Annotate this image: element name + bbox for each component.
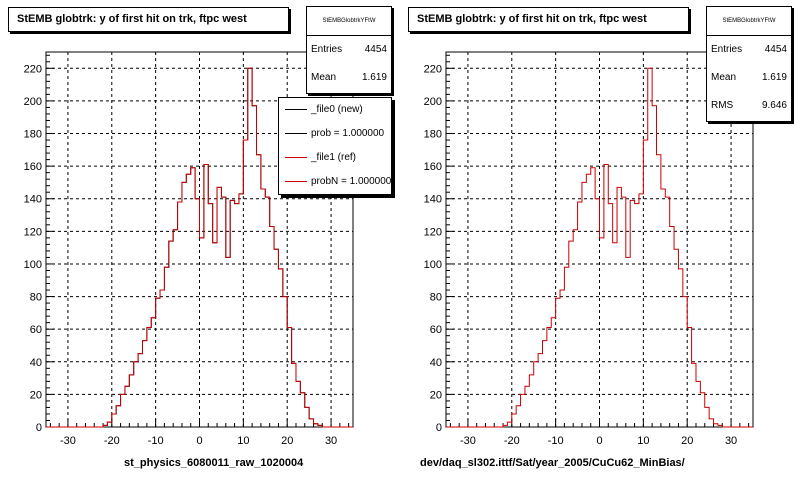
stats-box: StEMBGlobtrkYFtW Entries 4454 Mean 1.619 R… <box>706 6 792 122</box>
x-tick-label: 10 <box>637 435 649 447</box>
x-tick-label: 20 <box>281 435 293 447</box>
x-tick-label: -10 <box>548 435 564 447</box>
stats-mean-label: Mean <box>311 72 337 83</box>
y-tick-label: 160 <box>24 161 42 173</box>
legend-entry-new: _file0 (new) <box>279 98 391 122</box>
stats-entries-label: Entries <box>711 44 743 55</box>
y-tick-label: 140 <box>24 194 42 206</box>
x-tick-label: 30 <box>325 435 337 447</box>
stats-entries-label: Entries <box>311 44 343 55</box>
y-tick-label: 120 <box>24 226 42 238</box>
x-axis-title: dev/daq_sl302.ittf/Sat/year_2005/CuCu62_… <box>420 457 685 469</box>
y-tick-label: 120 <box>424 226 442 238</box>
y-tick-label: 80 <box>430 292 442 304</box>
y-tick-label: 180 <box>24 129 42 141</box>
y-tick-label: 20 <box>30 389 42 401</box>
stats-mean-label: Mean <box>711 72 737 83</box>
y-tick-label: 60 <box>430 324 442 336</box>
y-tick-label: 180 <box>424 129 442 141</box>
y-tick-label: 200 <box>24 96 42 108</box>
legend-swatch <box>285 181 307 182</box>
y-tick-label: 100 <box>24 259 42 271</box>
x-tick-label: 0 <box>596 435 602 447</box>
y-tick-label: 20 <box>430 389 442 401</box>
x-tick-label: -30 <box>60 435 76 447</box>
legend-label: probN = 1.000000 <box>311 176 392 187</box>
right-panel: -30 -20 -10 0 10 20 30 0 20 40 60 80 100 120 140 160 180… <box>400 0 800 480</box>
stats-entries-value: 4454 <box>364 44 387 55</box>
y-tick-label: 40 <box>30 357 42 369</box>
y-tick-label: 220 <box>24 63 42 75</box>
y-tick-label: 100 <box>424 259 442 271</box>
x-tick-label: -20 <box>504 435 520 447</box>
stats-mean-value: 1.619 <box>361 72 387 83</box>
x-tick-label: 20 <box>681 435 693 447</box>
y-tick-label: 140 <box>424 194 442 206</box>
y-tick-label: 40 <box>430 357 442 369</box>
legend-label: prob = 1.000000 <box>311 128 385 139</box>
x-tick-label: -20 <box>104 435 120 447</box>
chart-title: StEMB globtrk: y of first hit on trk, ft… <box>408 7 689 32</box>
legend: _file0 (new) prob = 1.000000 _file1 (ref… <box>278 97 392 195</box>
x-tick-label: -10 <box>148 435 164 447</box>
chart-title: StEMB globtrk: y of first hit on trk, ft… <box>8 7 289 32</box>
stats-entries-value: 4454 <box>764 44 787 55</box>
x-tick-label: 30 <box>725 435 737 447</box>
stats-mean-value: 1.619 <box>761 72 787 83</box>
stats-name: StEMBGlobtrkYFtW <box>707 7 791 36</box>
histogram-series <box>446 67 753 428</box>
y-tick-label: 60 <box>30 324 42 336</box>
y-tick-label: 80 <box>30 292 42 304</box>
histogram-series <box>46 67 353 428</box>
stats-box: StEMBGlobtrkYFtW Entries 4454 Mean 1.619 <box>306 6 392 94</box>
y-tick-label: 160 <box>424 161 442 173</box>
legend-entry-ref: _file1 (ref) <box>279 146 391 170</box>
legend-entry-probn: probN = 1.000000 <box>279 170 391 194</box>
y-tick-label: 0 <box>36 422 42 434</box>
x-tick-label: 0 <box>196 435 202 447</box>
left-panel: -30 -20 -10 0 10 20 30 0 20 40 60 80 100 120 140 160 180… <box>0 0 400 480</box>
legend-entry-prob: prob = 1.000000 <box>279 122 391 146</box>
x-tick-label: 10 <box>237 435 249 447</box>
x-tick-label: -30 <box>460 435 476 447</box>
y-tick-label: 200 <box>424 96 442 108</box>
y-tick-label: 0 <box>436 422 442 434</box>
legend-swatch <box>285 109 307 110</box>
legend-label: _file0 (new) <box>311 104 363 115</box>
legend-swatch <box>285 133 307 134</box>
stats-name: StEMBGlobtrkYFtW <box>307 7 391 36</box>
stats-rms-value: 9.646 <box>761 100 787 111</box>
x-axis-title: st_physics_6080011_raw_1020004 <box>124 457 304 469</box>
stats-rms-label: RMS <box>711 100 734 111</box>
legend-swatch <box>285 157 307 158</box>
legend-label: _file1 (ref) <box>311 152 357 163</box>
y-tick-label: 220 <box>424 63 442 75</box>
